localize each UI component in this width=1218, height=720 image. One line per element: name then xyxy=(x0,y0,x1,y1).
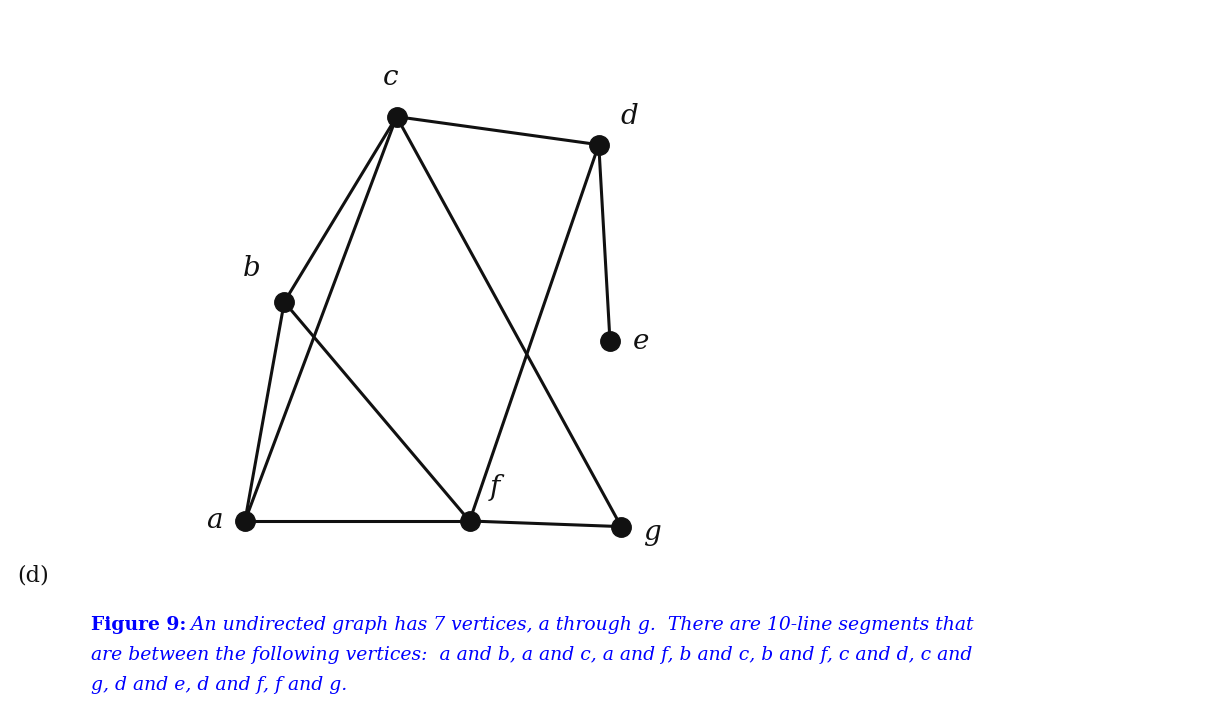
Text: Figure 9:: Figure 9: xyxy=(91,616,186,634)
Text: g: g xyxy=(643,518,661,546)
Text: e: e xyxy=(632,328,649,355)
Text: are between the following vertices:  a and b, a and c, a and f, b and c, b and f: are between the following vertices: a an… xyxy=(91,646,973,664)
Text: (d): (d) xyxy=(17,564,49,587)
Text: c: c xyxy=(384,64,398,91)
Text: g, d and e, d and f, f and g.: g, d and e, d and f, f and g. xyxy=(91,676,347,694)
Text: d: d xyxy=(621,103,638,130)
Text: b: b xyxy=(242,255,261,282)
Text: f: f xyxy=(490,474,501,501)
Text: a: a xyxy=(206,508,223,534)
Text: An undirected graph has 7 vertices, a through g.  There are 10-line segments tha: An undirected graph has 7 vertices, a th… xyxy=(179,616,973,634)
